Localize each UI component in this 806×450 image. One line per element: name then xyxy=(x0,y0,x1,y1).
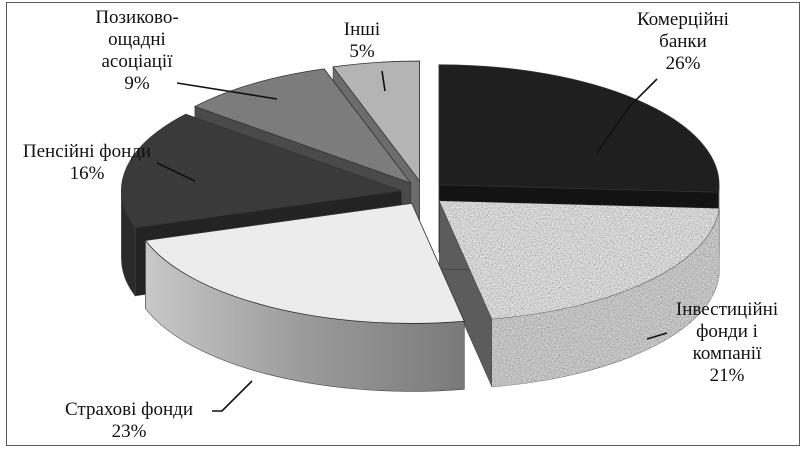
data-label-category: Інвестиційні xyxy=(676,299,778,320)
data-label-value: 21% xyxy=(710,365,745,386)
data-label-value: 16% xyxy=(70,163,105,184)
data-label-category: ощадні xyxy=(108,29,166,50)
data-label-category: Комерційні xyxy=(637,9,729,30)
data-label: Позиково-ощадні асоціації 9% xyxy=(95,7,178,94)
chart-frame: Комерційні банки 26% Інвестиційні фонди і ком… xyxy=(6,2,800,446)
data-label: Комерційні банки 26% xyxy=(637,9,729,74)
data-label-value: 23% xyxy=(112,421,147,442)
data-label-value: 26% xyxy=(666,53,701,74)
pie-slice-top xyxy=(439,65,719,193)
leader-line xyxy=(212,381,252,411)
pie-slice xyxy=(440,201,719,387)
data-label-category: фонди і xyxy=(696,321,758,342)
data-label-category: компанії xyxy=(693,343,762,364)
pie-chart: Комерційні банки 26% Інвестиційні фонди і ком… xyxy=(7,3,801,447)
data-label-category: Позиково- xyxy=(95,7,178,28)
data-label-category: асоціації xyxy=(102,51,174,72)
data-label-value: 9% xyxy=(124,73,150,94)
data-label: Страхові фонди 23% xyxy=(65,399,193,442)
data-label: Інші 5% xyxy=(344,19,380,62)
data-label-category: Страхові фонди xyxy=(65,399,193,420)
data-label-category: Інші xyxy=(344,19,380,40)
data-label-category: банки xyxy=(659,31,707,52)
data-label: Інвестиційні фонди і компанії 21% xyxy=(676,299,778,386)
data-label-category: Пенсійні фонди xyxy=(23,141,151,162)
data-label-value: 5% xyxy=(349,41,375,62)
